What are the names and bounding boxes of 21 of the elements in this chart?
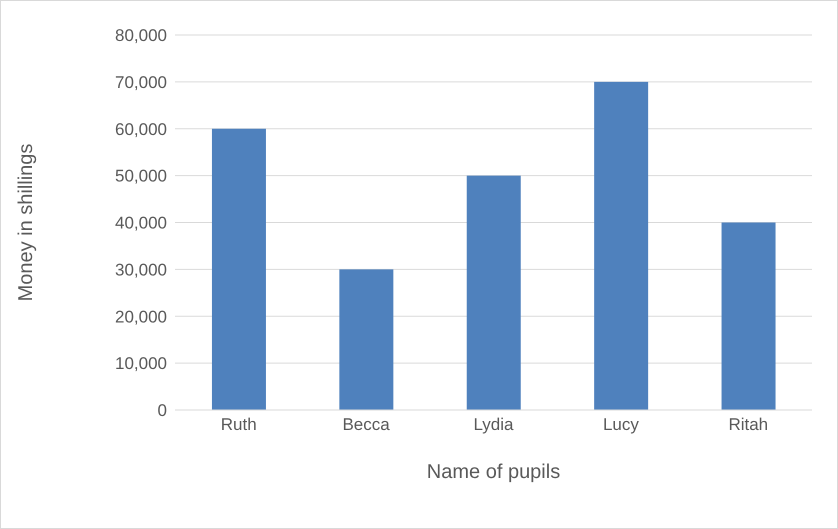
- bar: [466, 176, 521, 410]
- bar: [339, 269, 394, 410]
- y-axis-title: Money in shillings: [15, 144, 38, 302]
- x-tick-label: Becca: [342, 415, 390, 434]
- x-tick-label: Lydia: [473, 415, 514, 434]
- y-tick-label: 80,000: [115, 26, 167, 46]
- y-tick-label: 10,000: [115, 354, 167, 374]
- y-tick-label: 30,000: [115, 260, 167, 280]
- bar: [722, 222, 776, 410]
- x-tick-label: Ritah: [728, 415, 768, 434]
- y-tick-label: 40,000: [115, 214, 167, 233]
- x-tick-label: Ruth: [220, 415, 257, 434]
- y-tick-label: 20,000: [115, 307, 167, 326]
- x-axis-title: Name of pupils: [426, 461, 560, 483]
- bar: [212, 128, 266, 410]
- y-tick-label: 70,000: [115, 72, 167, 92]
- y-tick-label: 50,000: [115, 166, 167, 186]
- y-tick-label: 60,000: [115, 120, 167, 139]
- bar: [594, 82, 648, 410]
- y-tick-label: 0: [158, 401, 167, 420]
- x-tick-label: Lucy: [602, 415, 640, 434]
